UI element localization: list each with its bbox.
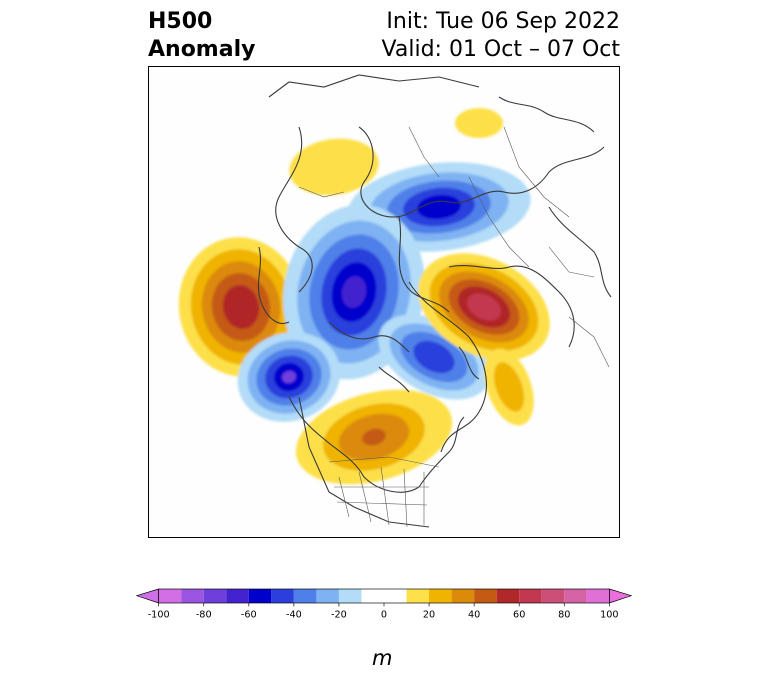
- colorbar-segment: [361, 589, 407, 603]
- colorbar-segment: [564, 589, 587, 603]
- colorbar-segment: [519, 589, 542, 603]
- colorbar-tick-label: 80: [558, 610, 570, 621]
- map-title-right: Init: Tue 06 Sep 2022 Valid: 01 Oct – 07…: [382, 8, 620, 64]
- colorbar-unit: m: [372, 646, 393, 670]
- colorbar-ticks: -100 -80 -60 -40 -20 0 20 40 60 80 100: [148, 603, 619, 621]
- colorbar-segments: [158, 589, 610, 603]
- colorbar-segment: [586, 589, 610, 603]
- colorbar-tick-label: -80: [196, 610, 212, 621]
- title-variable: H500: [148, 9, 213, 34]
- colorbar-extend-low: [135, 588, 159, 604]
- map-title-left: H500 Anomaly: [148, 8, 255, 64]
- colorbar-segment: [248, 589, 272, 603]
- positive-anomaly-tail: [484, 348, 534, 426]
- init-date: Init: Tue 06 Sep 2022: [386, 9, 620, 34]
- colorbar-tick-label: -40: [286, 610, 302, 621]
- borders: [298, 126, 610, 528]
- negative-anomaly-alaska: [237, 332, 341, 422]
- colorbar-segment: [158, 589, 182, 603]
- anomaly-map: [149, 67, 619, 537]
- coastlines: [257, 74, 612, 528]
- positive-anomaly-small: [455, 108, 503, 138]
- positive-anomaly-russia: [418, 253, 550, 361]
- map-panel: [148, 66, 620, 538]
- colorbar-tick-label: 100: [600, 610, 618, 621]
- colorbar-extend-high: [609, 588, 633, 604]
- colorbar-tick-label: 60: [513, 610, 525, 621]
- colorbar-segment: [293, 589, 317, 603]
- colorbar: -100 -80 -60 -40 -20 0 20 40 60 80 100: [135, 588, 633, 621]
- colorbar-segment: [541, 589, 565, 603]
- colorbar-tick-label: -100: [148, 610, 170, 621]
- colorbar-tick-label: 0: [381, 610, 387, 621]
- colorbar-tick-label: -60: [241, 610, 257, 621]
- colorbar-segment: [474, 589, 497, 603]
- colorbar-segment: [316, 589, 339, 603]
- positive-anomaly-pacific: [178, 237, 304, 377]
- colorbar-tick-label: -20: [331, 610, 347, 621]
- positive-anomaly-namerica: [295, 389, 453, 485]
- title-anomaly: Anomaly: [148, 37, 256, 62]
- colorbar-segment: [406, 589, 430, 603]
- colorbar-tick-label: 40: [468, 610, 480, 621]
- colorbar-segment: [429, 589, 452, 603]
- colorbar-segment: [226, 589, 249, 603]
- colorbar-segment: [271, 589, 294, 603]
- valid-period: Valid: 01 Oct – 07 Oct: [381, 37, 620, 62]
- positive-anomaly-north: [289, 138, 379, 196]
- colorbar-segment: [496, 589, 520, 603]
- anomaly-contours: [178, 108, 550, 485]
- colorbar-segment: [203, 589, 227, 603]
- colorbar-tick-label: 20: [423, 610, 435, 621]
- colorbar-segment: [451, 589, 475, 603]
- colorbar-segment: [181, 589, 204, 603]
- colorbar-segment: [338, 589, 362, 603]
